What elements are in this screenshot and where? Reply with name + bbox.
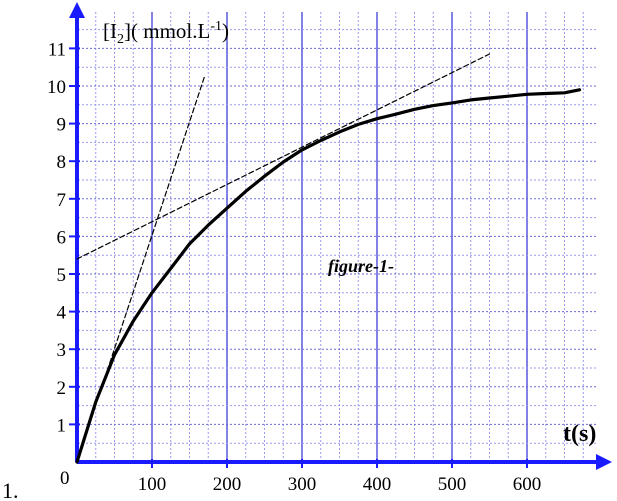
y-tick-label: 8 xyxy=(57,152,67,173)
y-tick-label: 1 xyxy=(57,415,67,436)
series-layer xyxy=(75,53,582,464)
y-tick-label: 7 xyxy=(57,190,67,211)
tick-labels: 1 2 3 4 5 6 7 8 9 10 11 100 200 300 400 500 600 xyxy=(47,39,541,495)
origin-label: 0 xyxy=(60,468,70,489)
y-axis-label: [I2]( mmol.L-1) xyxy=(103,19,229,47)
tangent-line-2 xyxy=(76,53,491,260)
x-axis-label: t(s) xyxy=(563,421,596,447)
y-tick-label: 3 xyxy=(57,340,67,361)
concentration-curve xyxy=(75,88,582,464)
y-tick-label: 4 xyxy=(57,303,67,324)
tangent-line-1 xyxy=(76,75,206,463)
y-tick-label: 10 xyxy=(47,77,66,98)
x-tick-label: 400 xyxy=(363,474,392,495)
x-tick-label: 500 xyxy=(438,474,467,495)
y-tick-label: 5 xyxy=(57,265,67,286)
grid xyxy=(78,12,598,462)
y-axis-arrow xyxy=(69,2,85,18)
axes xyxy=(69,2,612,470)
x-tick-label: 100 xyxy=(138,474,167,495)
y-tick-label: 2 xyxy=(57,378,67,399)
figure-annotation: figure-1- xyxy=(328,256,394,276)
x-tick-label: 200 xyxy=(213,474,242,495)
x-axis-arrow xyxy=(596,454,612,470)
x-tick-label: 300 xyxy=(288,474,317,495)
y-tick-label: 9 xyxy=(57,115,67,136)
x-tick-label: 600 xyxy=(513,474,542,495)
y-tick-label: 11 xyxy=(48,39,66,60)
y-tick-label: 6 xyxy=(57,227,67,248)
figure-number-prefix: 1. xyxy=(2,478,19,501)
